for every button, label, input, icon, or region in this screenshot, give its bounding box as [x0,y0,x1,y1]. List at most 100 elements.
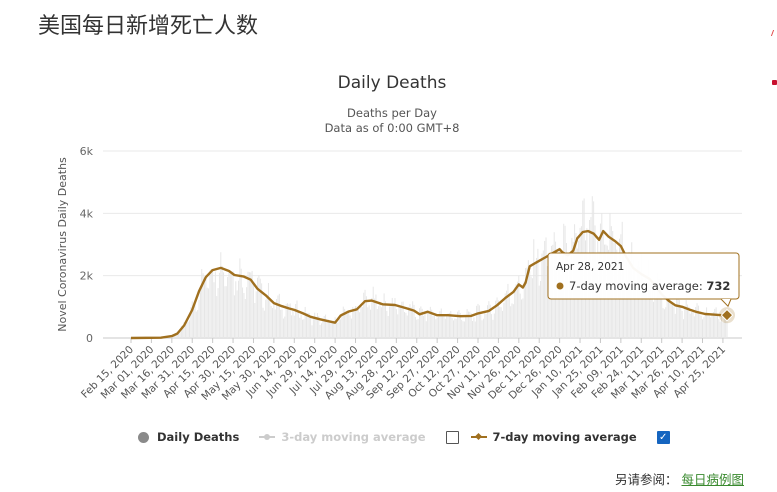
daily-deaths-bar [212,269,214,338]
legend-item-3day-average[interactable]: 3-day moving average [259,430,426,444]
daily-deaths-bar [376,309,378,338]
daily-deaths-bar [331,322,333,338]
daily-deaths-bar [326,321,328,338]
daily-deaths-bar [463,321,465,338]
daily-deaths-bar [250,272,252,338]
daily-deaths-bar [198,299,200,338]
daily-deaths-bar [673,306,675,338]
daily-deaths-bar [398,305,400,338]
daily-deaths-bar [639,267,641,338]
daily-deaths-bar [514,287,516,338]
daily-deaths-bar [223,272,225,338]
daily-deaths-bar [684,307,686,338]
daily-deaths-bar [236,290,238,338]
daily-deaths-bar [304,306,306,338]
daily-deaths-bar [349,315,351,338]
daily-deaths-bar [667,299,669,338]
daily-deaths-bar [424,311,426,338]
daily-deaths-bar [697,305,699,338]
daily-deaths-bar [247,271,249,338]
daily-deaths-bar [261,283,263,338]
highlight-point-marker [720,308,734,322]
legend-item-daily-deaths[interactable]: Daily Deaths [138,430,239,444]
daily-deaths-bar [369,309,371,338]
daily-deaths-bar [203,282,205,338]
daily-deaths-bar [311,325,313,338]
daily-deaths-bar [267,283,269,338]
daily-deaths-bar [696,303,698,338]
checkbox-7day-average[interactable]: ✓ [656,430,670,444]
daily-deaths-bar [534,265,536,338]
y-tick-label: 6k [80,145,94,158]
daily-deaths-bar [492,319,494,338]
daily-deaths-bar [330,321,332,338]
daily-deaths-bar [519,293,521,338]
daily-deaths-bar [510,306,512,338]
daily-deaths-bar [399,307,401,338]
daily-deaths-bar [359,312,361,338]
chart-legend: Daily Deaths 3-day moving average 7-day … [138,427,682,447]
daily-deaths-bar [714,308,716,338]
daily-deaths-bar [672,304,674,338]
daily-deaths-bar [482,318,484,338]
daily-deaths-bar [372,286,374,338]
daily-deaths-bar [646,284,648,338]
daily-deaths-bar [693,316,695,338]
daily-deaths-bar [263,310,265,338]
daily-deaths-bar [321,323,322,338]
daily-deaths-bar [677,299,679,338]
legend-item-7day-average[interactable]: 7-day moving average [470,430,637,444]
daily-deaths-bar [251,270,253,338]
daily-deaths-bar [521,299,523,338]
daily-deaths-bar [379,301,381,338]
daily-deaths-bar [374,298,376,338]
checkbox-3day-average[interactable] [445,430,459,444]
daily-deaths-bar [654,287,656,338]
page-title: 美国每日新增死亡人数 [38,14,259,39]
daily-deaths-bar [228,272,230,338]
daily-deaths-bar [643,288,645,338]
subtitle-line-1: Deaths per Day [347,106,437,120]
daily-deaths-bar [389,306,391,338]
daily-deaths-bar [633,267,635,338]
daily-deaths-bar [506,290,508,338]
daily-deaths-bar [525,267,527,338]
daily-deaths-bar [481,320,483,338]
daily-deaths-bar [523,281,525,338]
daily-deaths-bar [269,300,271,338]
daily-deaths-bar [355,306,357,338]
daily-deaths-bar [243,293,245,338]
daily-deaths-bar [689,313,691,338]
daily-deaths-bar [687,304,689,338]
daily-deaths-bar [216,296,218,338]
daily-deaths-bar [176,334,178,338]
daily-deaths-bar [232,271,234,338]
daily-deaths-bar [450,311,452,338]
daily-deaths-bar [307,312,309,338]
daily-deaths-bar [540,280,542,338]
daily-deaths-bar [301,319,303,338]
daily-deaths-bar [397,314,399,338]
daily-deaths-bar [360,306,362,338]
daily-deaths-bar [404,312,405,338]
daily-deaths-bar [501,310,503,338]
daily-deaths-bar [303,319,305,338]
daily-deaths-bar [522,298,524,338]
daily-deaths-bar [595,262,597,338]
daily-deaths-bar [476,305,478,338]
daily-deaths-bar [205,277,207,338]
daily-deaths-bar [678,299,680,338]
daily-deaths-bar [182,325,184,338]
daily-deaths-bar [209,270,211,338]
daily-deaths-bar [629,261,631,338]
daily-deaths-bar [682,319,684,338]
daily-deaths-bar [472,321,474,338]
daily-deaths-bar [318,316,320,338]
daily-cases-chart-link[interactable]: 每日病例图 [681,472,744,487]
daily-deaths-bar [537,248,539,338]
daily-deaths-bar [420,306,422,338]
daily-deaths-bar [636,265,638,338]
daily-deaths-bar [474,321,476,338]
daily-deaths-bar [382,304,384,338]
